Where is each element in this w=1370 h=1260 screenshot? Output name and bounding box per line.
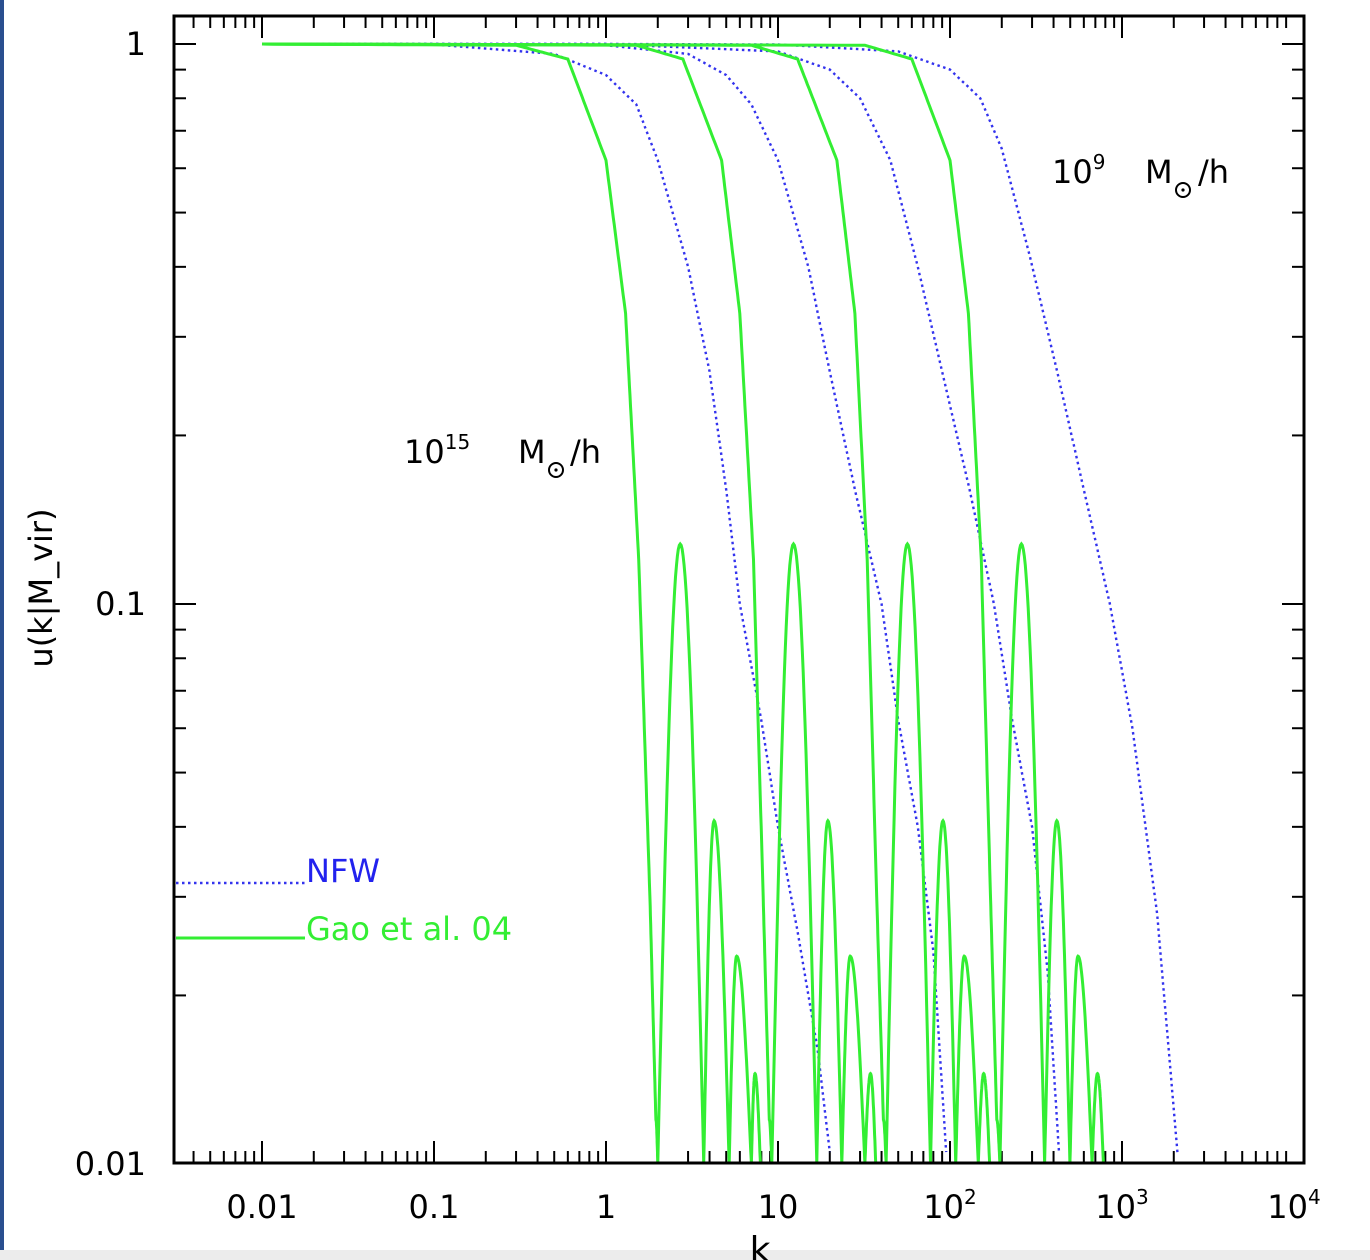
annotation-10-15-base: 10 (404, 433, 445, 471)
gao-curve-10^9 (261, 42, 1105, 1164)
annotation-10-15-exp: 15 (445, 430, 470, 454)
gao-curve-10^11 (261, 42, 992, 1164)
nfw-curve-10^15 (262, 42, 831, 1153)
gao-curve-10^13 (261, 42, 878, 1164)
y-tick-label-0: 0.01 (75, 1145, 146, 1183)
gao-curve-10^15 (261, 42, 762, 1164)
x-tick-label-4: 102 (923, 1185, 976, 1226)
axis-ticks (174, 16, 1304, 1163)
x-tick-label-3: 10 (758, 1188, 799, 1226)
curves (261, 42, 1179, 1164)
sun-symbol-icon (1175, 182, 1191, 198)
annotation-10-9-exp: 9 (1093, 150, 1106, 174)
y-tick-label-2: 1 (126, 25, 146, 63)
tick-labels: 0.01 0.1 1 10 102 103 104 0.01 0.1 1 (75, 25, 1321, 1226)
annotation-10-9-base: 10 (1052, 153, 1093, 191)
x-tick-label-1: 0.1 (409, 1188, 460, 1226)
annotation-10-15-suffix: /h (570, 433, 601, 471)
legend: NFW Gao et al. 04 (176, 852, 512, 948)
left-window-edge (0, 0, 4, 1260)
x-tick-label-0: 0.01 (226, 1188, 297, 1226)
annotation-10-15-unit: M (518, 433, 546, 471)
annotation-10-9: 109 M /h (1052, 150, 1229, 198)
plot-frame (172, 14, 1306, 1165)
annotation-10-15: 1015 M /h (404, 430, 601, 478)
y-axis-label: u(k|M_vir) (22, 508, 60, 667)
legend-gao-label: Gao et al. 04 (306, 910, 512, 948)
nfw-curve-10^11 (262, 42, 1061, 1153)
x-tick-label-2: 1 (596, 1188, 616, 1226)
y-tick-label-1: 0.1 (95, 585, 146, 623)
x-tick-label-6: 104 (1267, 1185, 1320, 1226)
bottom-window-edge (0, 1250, 1370, 1260)
sun-symbol-icon (548, 462, 564, 478)
legend-nfw-label: NFW (306, 852, 380, 890)
annotation-10-9-unit: M (1145, 153, 1173, 191)
x-axis-label: k (750, 1230, 771, 1260)
annotation-10-9-suffix: /h (1198, 153, 1229, 191)
svg-text:1015: 1015 (404, 430, 470, 471)
svg-text:109: 109 (1052, 150, 1105, 191)
x-tick-label-5: 103 (1095, 1185, 1148, 1226)
nfw-curve-10^9 (262, 42, 1179, 1153)
